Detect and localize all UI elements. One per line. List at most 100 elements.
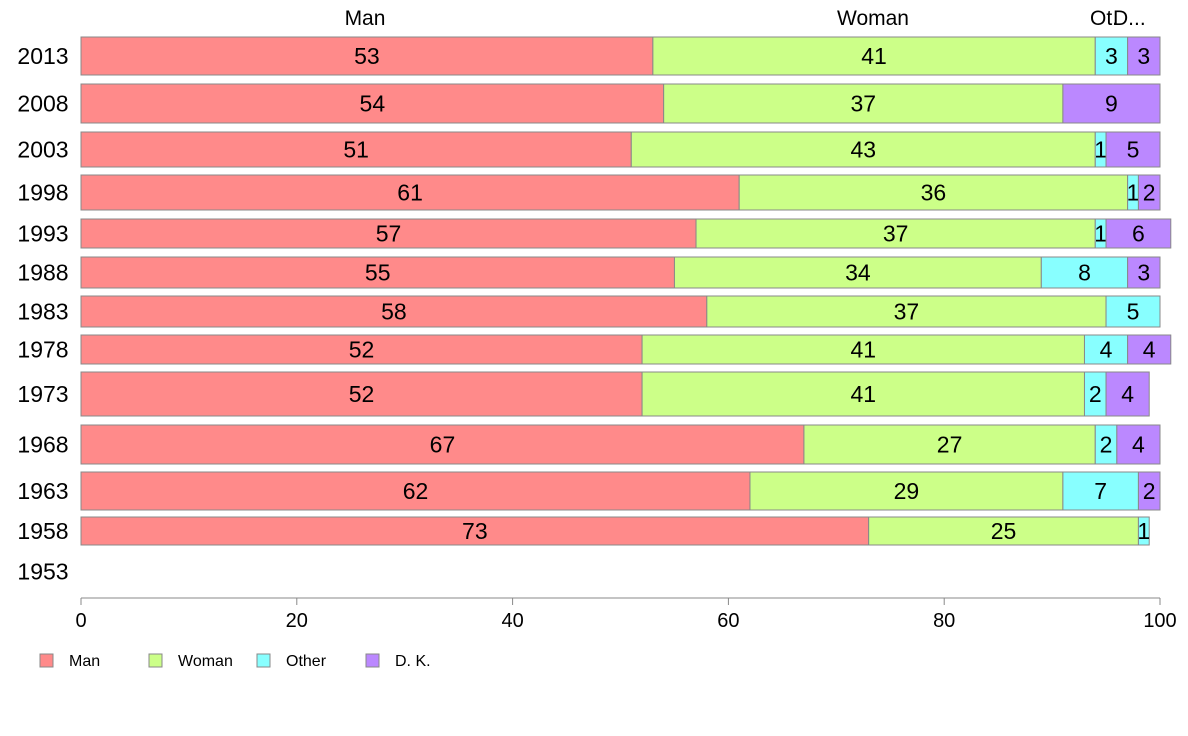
- data-label-1988-0: 55: [365, 260, 391, 286]
- top-label-1: Woman: [837, 7, 909, 30]
- data-label-2003-2: 1: [1094, 137, 1107, 163]
- legend-swatch-2: [256, 653, 271, 668]
- bar-1993-man: [80, 218, 697, 249]
- bar-1988-woman: [673, 256, 1042, 289]
- data-label-1993-1: 37: [883, 221, 909, 247]
- data-label-1968-3: 4: [1132, 432, 1145, 458]
- data-label-1978-0: 52: [349, 337, 375, 363]
- data-label-1963-3: 2: [1143, 478, 1156, 504]
- data-label-1993-3: 6: [1132, 221, 1145, 247]
- bar-1963-woman: [749, 471, 1064, 511]
- data-label-1988-3: 3: [1137, 260, 1150, 286]
- bar-1988-man: [80, 256, 675, 289]
- legend-label-3: D. K.: [395, 653, 431, 670]
- bar-1993-woman: [695, 218, 1096, 249]
- y-label-1998: 1998: [17, 180, 68, 206]
- data-label-1958-1: 25: [991, 518, 1017, 544]
- data-label-1993-2: 1: [1094, 221, 1107, 247]
- data-label-2008-1: 37: [850, 91, 876, 117]
- legend-label-2: Other: [286, 653, 327, 670]
- data-label-1978-3: 4: [1143, 337, 1156, 363]
- bar-1963-dk: [1137, 471, 1161, 511]
- bars: 53 41 3 354 37 951 43 1 561 36 1 257 37 1 655 34 8 358 37 5…: [80, 36, 1172, 546]
- data-label-1963-1: 29: [894, 478, 920, 504]
- y-label-2008: 2008: [17, 91, 68, 117]
- data-label-2013-2: 3: [1105, 43, 1118, 69]
- y-label-1953: 1953: [17, 559, 68, 585]
- data-label-1978-2: 4: [1100, 337, 1113, 363]
- bar-1998-man: [80, 174, 740, 211]
- top-series-labels: Man Woman Ot.D...: [345, 7, 1146, 30]
- data-label-1958-0: 73: [462, 518, 488, 544]
- data-label-2013-3: 3: [1137, 43, 1150, 69]
- y-label-1958: 1958: [17, 518, 68, 544]
- y-label-1963: 1963: [17, 478, 68, 504]
- x-tick-label-20: 20: [286, 610, 308, 632]
- bar-1958-woman: [868, 516, 1139, 546]
- y-label-1973: 1973: [17, 381, 68, 407]
- y-label-1993: 1993: [17, 221, 68, 247]
- bar-1973-dk: [1105, 371, 1150, 417]
- x-tick-label-0: 0: [75, 610, 86, 632]
- bar-1983-other: [1105, 295, 1161, 328]
- bar-2013-dk: [1127, 36, 1161, 76]
- bar-2008-man: [80, 83, 665, 124]
- bar-1998-dk: [1137, 174, 1161, 211]
- data-label-1993-0: 57: [376, 221, 402, 247]
- bar-1958-other: [1137, 516, 1150, 546]
- bar-1983-woman: [706, 295, 1107, 328]
- x-axis: 0 20 40 60 80 100: [75, 597, 1177, 632]
- data-label-1983-1: 37: [894, 299, 920, 325]
- data-label-2013-1: 41: [861, 43, 887, 69]
- top-label-0: Man: [345, 7, 386, 30]
- data-label-1998-0: 61: [397, 180, 423, 206]
- legend-swatch-3: [365, 653, 380, 668]
- bar-1993-dk: [1105, 218, 1172, 249]
- top-label-2: Ot.: [1090, 7, 1118, 30]
- data-label-1963-0: 62: [403, 478, 429, 504]
- data-label-2013-0: 53: [354, 43, 380, 69]
- y-axis-labels: 2013 2008 2003 1998 1993 1988 1983 1978 1973 1968…: [17, 43, 68, 585]
- x-tick-label-60: 60: [717, 610, 739, 632]
- data-label-1983-0: 58: [381, 299, 407, 325]
- data-label-1958-2: 1: [1137, 518, 1150, 544]
- x-tick-label-40: 40: [501, 610, 523, 632]
- y-label-1983: 1983: [17, 299, 68, 325]
- data-label-1968-2: 2: [1100, 432, 1113, 458]
- legend-label-0: Man: [69, 653, 100, 670]
- data-label-1998-1: 36: [921, 180, 947, 206]
- x-tick-label-80: 80: [933, 610, 955, 632]
- bar-1973-woman: [641, 371, 1085, 417]
- data-label-2003-1: 43: [850, 137, 876, 163]
- legend-swatch-1: [148, 653, 163, 668]
- legend: Man Woman Other D. K.: [39, 653, 431, 670]
- bar-1963-man: [80, 471, 751, 511]
- data-label-1973-2: 2: [1089, 381, 1102, 407]
- y-label-1978: 1978: [17, 337, 68, 363]
- data-label-1963-2: 7: [1094, 478, 1107, 504]
- bar-1968-dk: [1116, 424, 1161, 465]
- data-label-1968-1: 27: [937, 432, 963, 458]
- data-label-1973-0: 52: [349, 381, 375, 407]
- x-tick-label-100: 100: [1143, 610, 1176, 632]
- data-label-1988-2: 8: [1078, 260, 1091, 286]
- data-label-1973-3: 4: [1121, 381, 1134, 407]
- legend-swatch-0: [39, 653, 54, 668]
- data-label-2008-3: 9: [1105, 91, 1118, 117]
- bar-2003-dk: [1105, 131, 1161, 168]
- top-label-3: D...: [1113, 7, 1146, 30]
- y-label-1968: 1968: [17, 432, 68, 458]
- data-label-1973-1: 41: [850, 381, 876, 407]
- bar-1968-man: [80, 424, 805, 465]
- data-label-1998-2: 1: [1127, 180, 1140, 206]
- y-label-1988: 1988: [17, 260, 68, 286]
- bar-2003-woman: [630, 131, 1096, 168]
- bar-1958-man: [80, 516, 870, 546]
- y-label-2013: 2013: [17, 43, 68, 69]
- bar-2008-dk: [1062, 83, 1161, 124]
- bar-1978-dk: [1127, 334, 1172, 365]
- bar-2003-man: [80, 131, 632, 168]
- bar-1963-other: [1062, 471, 1139, 511]
- data-label-2003-3: 5: [1127, 137, 1140, 163]
